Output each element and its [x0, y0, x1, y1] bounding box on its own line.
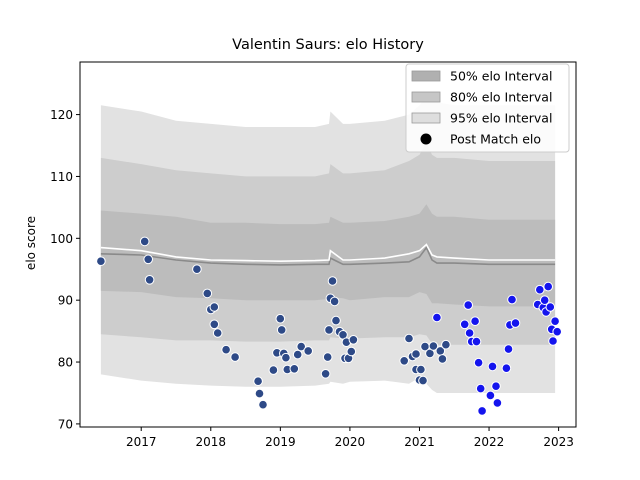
legend: 50% elo Interval 80% elo Interval 95% elo … [405, 63, 570, 153]
data-point [411, 349, 421, 359]
median-elo-line [100, 246, 556, 266]
data-point [507, 294, 517, 305]
data-point [552, 326, 563, 337]
data-point [550, 316, 560, 327]
data-point [331, 315, 341, 326]
legend-swatch [411, 112, 441, 124]
legend-label: 80% elo Interval [450, 90, 552, 105]
mean-elo-line [100, 243, 556, 263]
data-point [275, 313, 286, 324]
data-point [545, 302, 556, 312]
data-point [292, 349, 303, 360]
data-point [464, 328, 475, 338]
data-point [470, 316, 480, 327]
data-point [221, 344, 231, 355]
y-tick-label: 70 [58, 417, 73, 431]
axes-frame [79, 61, 577, 428]
data-point [202, 288, 213, 299]
data-point [254, 388, 265, 399]
chart-title: Valentin Saurs: elo History [232, 37, 424, 53]
y-tick-label: 110 [50, 170, 73, 184]
data-point [258, 399, 268, 410]
data-point [491, 381, 501, 392]
data-point [212, 328, 223, 338]
data-point [548, 336, 558, 346]
legend-label: Post Match elo [450, 132, 541, 147]
x-tick-label: 2019 [265, 435, 296, 449]
data-point [441, 339, 451, 350]
data-point [432, 312, 442, 323]
data-point [471, 336, 482, 347]
y-tick-label: 100 [50, 232, 73, 246]
y-tick-label: 80 [58, 356, 73, 370]
data-point [543, 281, 554, 292]
data-point [268, 365, 279, 375]
plot-area: 2017 2018 2019 2020 2021 2022 2023 70 80 90 100 110… [50, 61, 577, 449]
legend-swatch [411, 70, 441, 82]
data-point [399, 356, 410, 366]
data-point [428, 341, 439, 351]
data-point [303, 346, 314, 356]
y-axis-label: elo score [24, 216, 38, 270]
data-point [230, 352, 240, 362]
data-point [346, 346, 357, 357]
legend-label: 50% elo Interval [450, 69, 552, 84]
data-point [327, 276, 338, 286]
data-point [143, 254, 153, 265]
x-tick-label: 2017 [126, 435, 157, 449]
data-point [539, 295, 550, 306]
data-point [281, 352, 291, 363]
x-tick-label: 2018 [196, 435, 227, 449]
data-point [139, 236, 150, 247]
data-point [418, 375, 428, 386]
data-point [459, 319, 470, 330]
data-point [348, 335, 359, 345]
data-point [253, 376, 263, 387]
data-point [144, 275, 155, 285]
band-50-interval [100, 204, 556, 307]
x-tick-label: 2021 [404, 435, 435, 449]
data-point [322, 352, 333, 362]
legend-label: 95% elo Interval [450, 111, 552, 126]
y-tick-label: 120 [50, 108, 73, 122]
data-point [510, 318, 521, 328]
data-point [475, 383, 486, 394]
y-tick-label: 90 [58, 294, 73, 308]
x-tick-label: 2023 [543, 435, 574, 449]
data-point [487, 361, 498, 372]
data-point [437, 354, 448, 364]
legend-box [405, 63, 570, 153]
data-point [276, 325, 287, 335]
data-point [477, 406, 487, 416]
data-point [492, 398, 503, 408]
data-point [503, 344, 514, 354]
data-point [209, 319, 220, 330]
data-point [329, 296, 340, 307]
data-point [320, 369, 331, 379]
data-point [463, 300, 474, 310]
data-point [473, 357, 484, 368]
legend-swatch [411, 91, 441, 103]
data-point [485, 390, 496, 401]
data-point [289, 364, 300, 374]
data-point [535, 284, 545, 295]
data-point [501, 363, 512, 374]
data-point [416, 364, 426, 375]
data-point [404, 333, 414, 344]
x-tick-label: 2022 [474, 435, 505, 449]
x-tick-label: 2020 [335, 435, 366, 449]
data-point [324, 325, 334, 335]
data-point [209, 302, 220, 312]
data-point [192, 264, 202, 275]
data-point [96, 256, 106, 267]
legend-marker [420, 133, 432, 145]
data-point [296, 341, 307, 352]
